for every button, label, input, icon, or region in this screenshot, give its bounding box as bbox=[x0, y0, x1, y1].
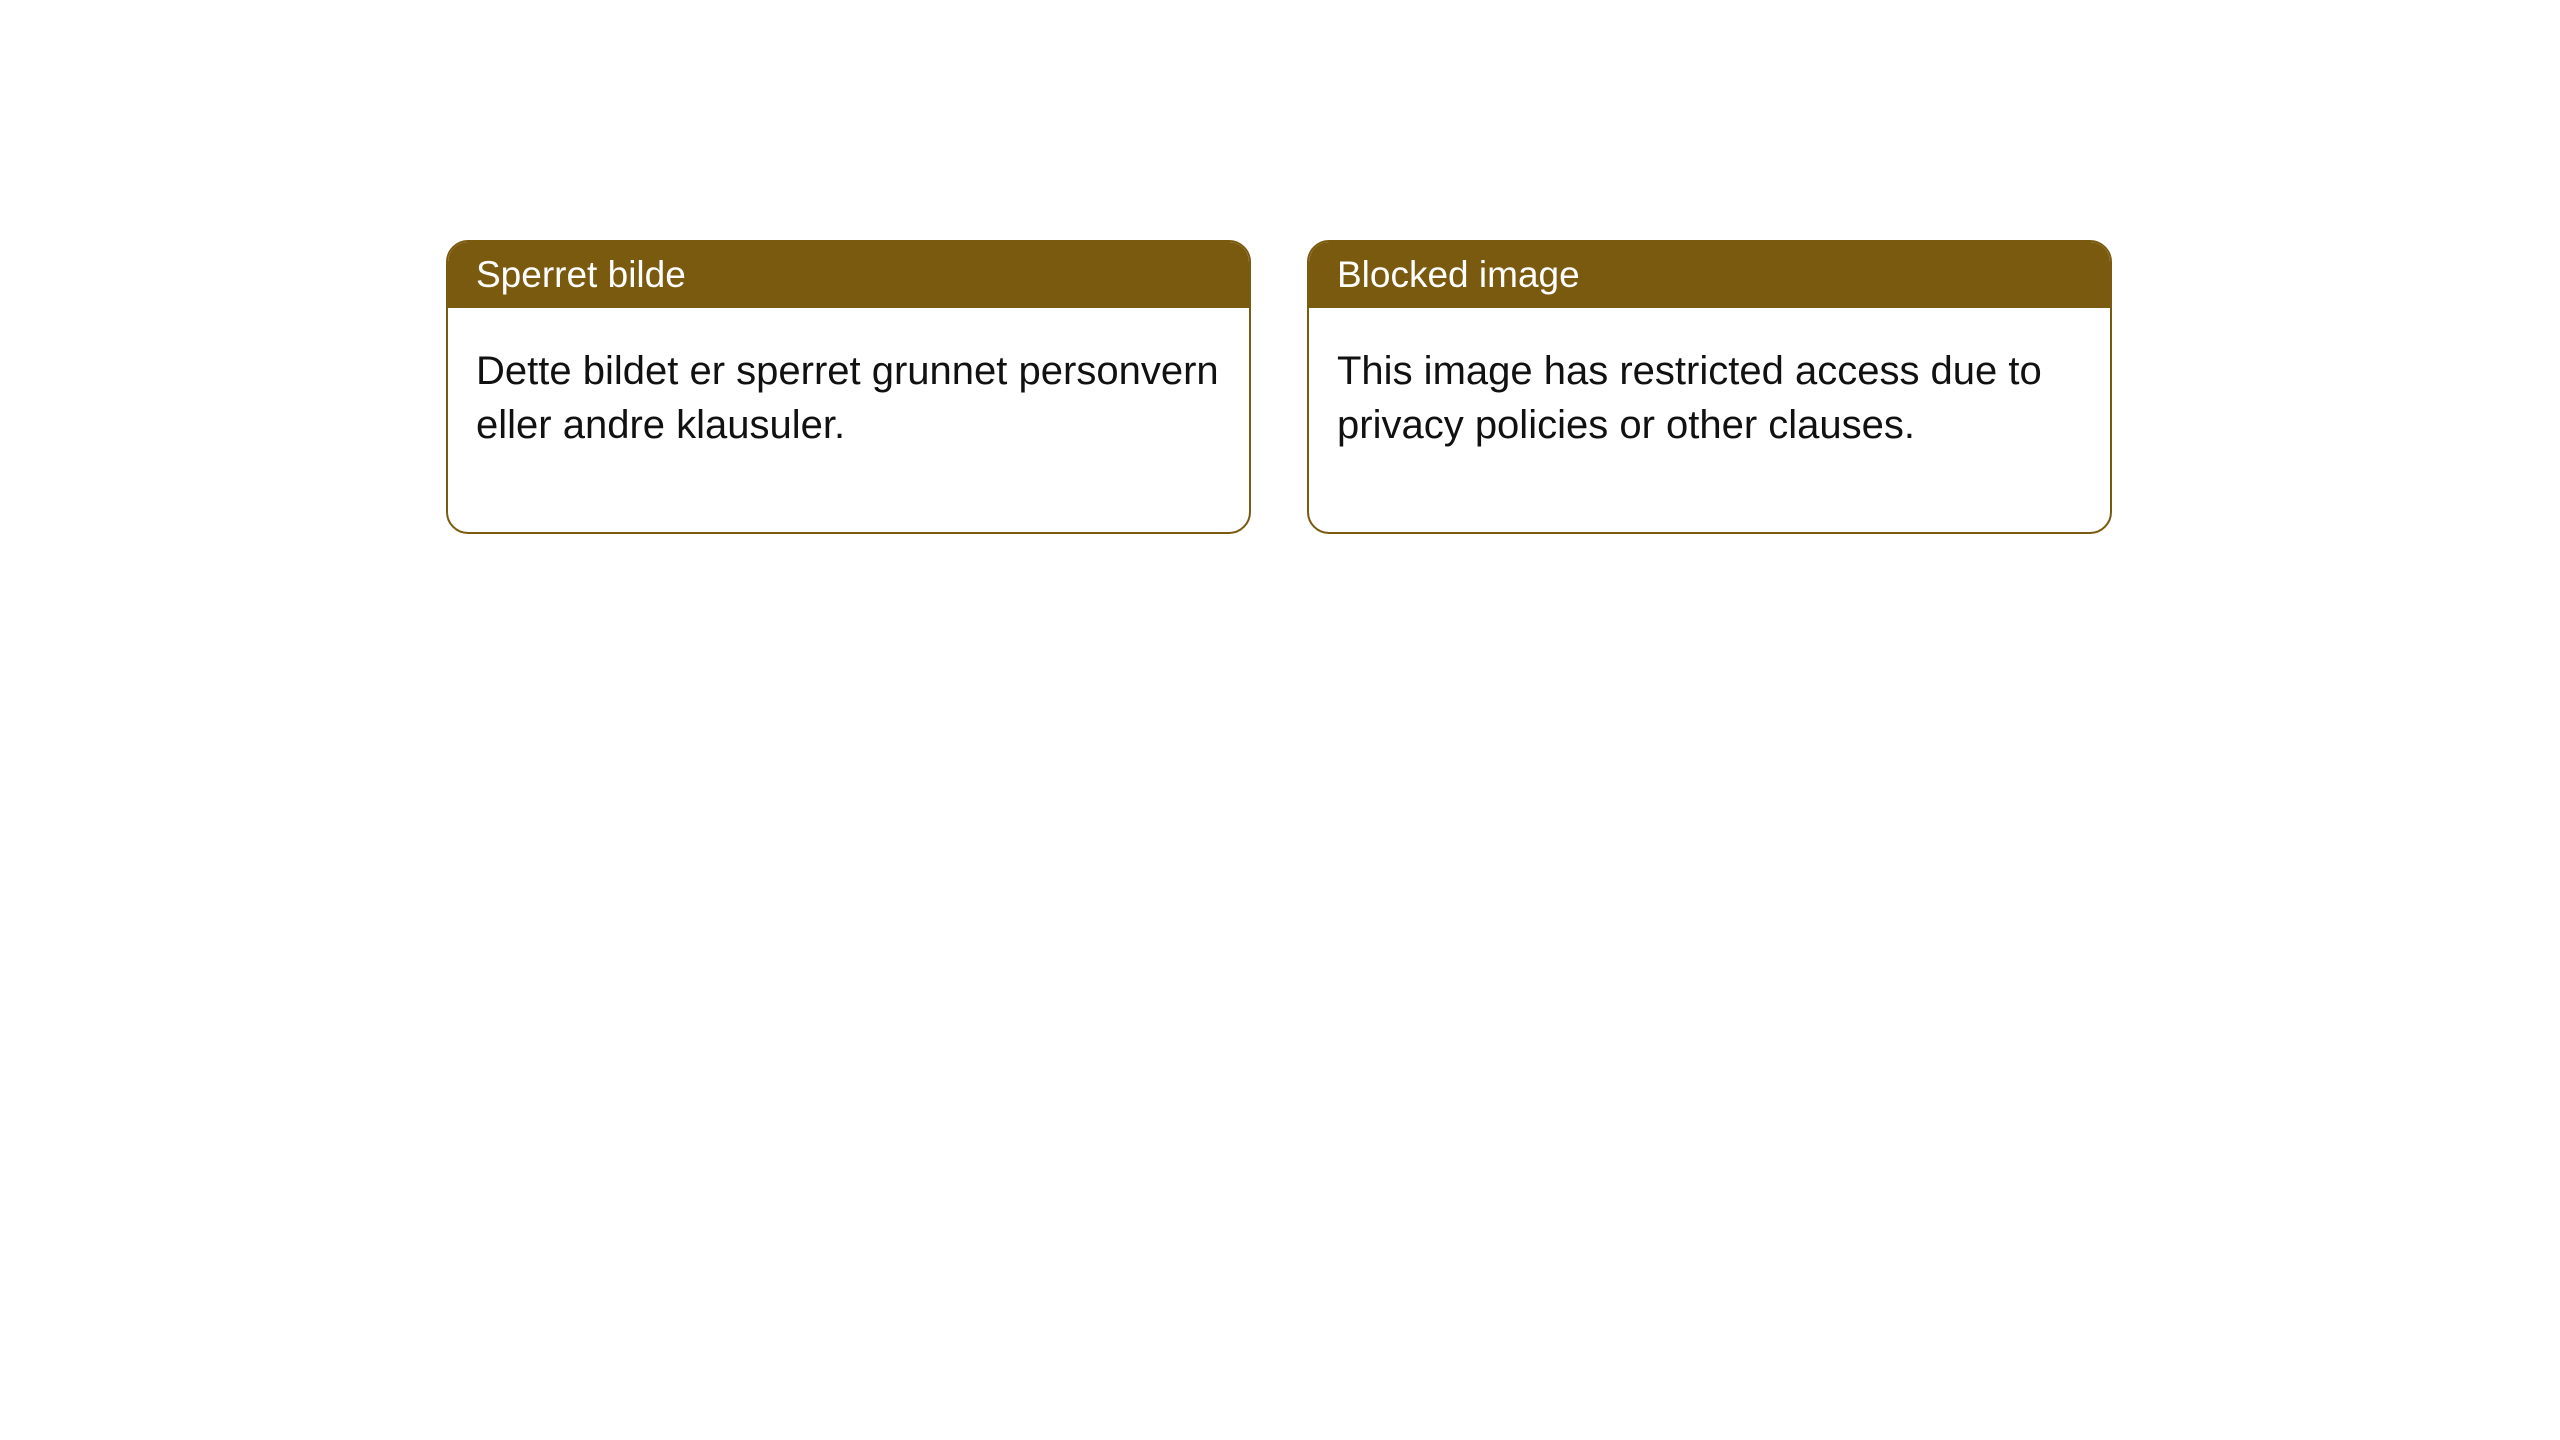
card-title: Blocked image bbox=[1337, 254, 1580, 295]
notice-card-english: Blocked image This image has restricted … bbox=[1307, 240, 2112, 534]
notice-container: Sperret bilde Dette bildet er sperret gr… bbox=[446, 240, 2112, 534]
card-header: Sperret bilde bbox=[448, 242, 1249, 308]
card-body-text: This image has restricted access due to … bbox=[1337, 349, 2042, 447]
card-body: This image has restricted access due to … bbox=[1309, 308, 2110, 532]
card-header: Blocked image bbox=[1309, 242, 2110, 308]
card-body-text: Dette bildet er sperret grunnet personve… bbox=[476, 349, 1219, 447]
card-body: Dette bildet er sperret grunnet personve… bbox=[448, 308, 1249, 532]
notice-card-norwegian: Sperret bilde Dette bildet er sperret gr… bbox=[446, 240, 1251, 534]
card-title: Sperret bilde bbox=[476, 254, 686, 295]
